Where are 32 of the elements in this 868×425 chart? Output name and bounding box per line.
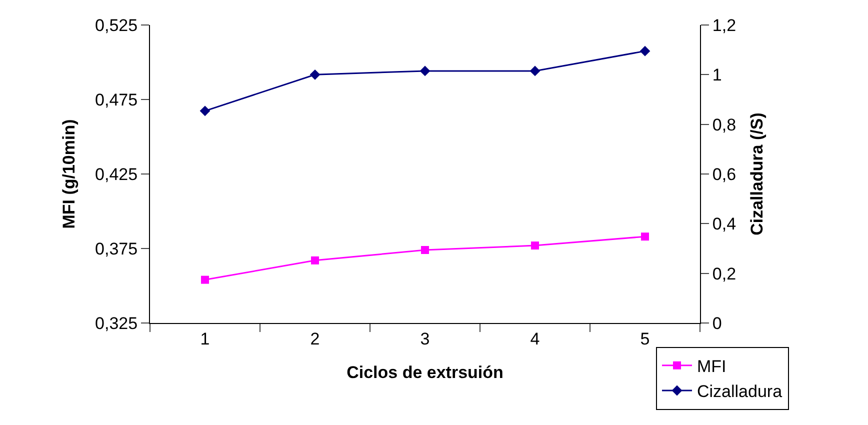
x-tick-label: 2 xyxy=(310,329,320,348)
y2-tick-label: 1,2 xyxy=(712,16,736,35)
point xyxy=(531,242,539,250)
point xyxy=(641,232,649,241)
y2-tick-label: 0 xyxy=(712,314,722,333)
point xyxy=(310,69,320,80)
x-tick-label: 4 xyxy=(530,329,540,348)
y-tick-label: 0,375 xyxy=(95,239,138,258)
y-tick-label: 0,325 xyxy=(95,314,138,333)
y-tick-label: 0,525 xyxy=(95,16,138,35)
y2-tick-label: 1 xyxy=(712,66,722,85)
y-tick-label: 0,475 xyxy=(95,90,138,110)
point xyxy=(201,276,209,284)
y2-axis-title: Cizalladura (/S) xyxy=(747,112,766,236)
x-axis-title: Ciclos de extrsuión xyxy=(346,362,504,382)
y2-tick-label: 0,4 xyxy=(712,214,736,234)
y-axis-title: MFI (g/10min) xyxy=(60,119,79,229)
y-tick-label: 0,425 xyxy=(95,164,138,184)
y2-tick-label: 0,2 xyxy=(712,264,736,284)
point xyxy=(311,256,319,264)
point xyxy=(530,66,540,76)
x-tick-label: 3 xyxy=(420,329,430,348)
point xyxy=(421,246,429,254)
x-tick-label: 1 xyxy=(200,329,210,348)
y2-tick-label: 0,6 xyxy=(712,164,736,184)
y2-tick-label: 0,8 xyxy=(712,115,736,134)
legend-label: Cizalladura xyxy=(697,382,783,402)
point xyxy=(640,46,650,56)
point xyxy=(200,106,210,116)
x-tick-label: 5 xyxy=(640,329,650,348)
legend-label: MFI xyxy=(697,357,726,376)
point xyxy=(420,66,430,76)
